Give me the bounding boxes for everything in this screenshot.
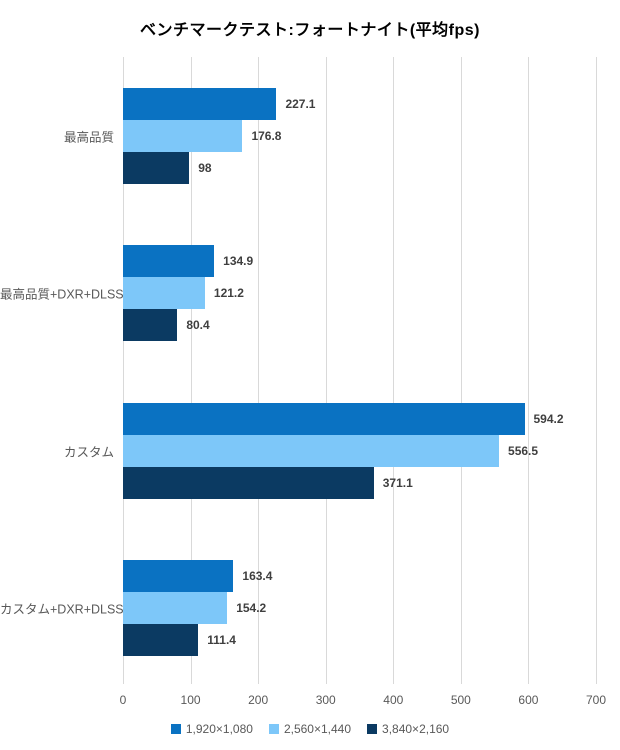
legend-swatch bbox=[367, 724, 378, 734]
category-label: カスタム bbox=[63, 445, 114, 460]
bar bbox=[123, 466, 374, 499]
bar-value-label: 163.4 bbox=[242, 569, 273, 584]
bar bbox=[123, 87, 277, 120]
bar bbox=[123, 119, 243, 152]
x-tick-label: 100 bbox=[180, 693, 201, 707]
gridline bbox=[190, 57, 192, 684]
chart-title: ベンチマークテスト:フォートナイト(平均fps) bbox=[140, 22, 480, 39]
legend: 1,920×1,080 2,560×1,440 3,840×2,160 bbox=[0, 722, 620, 736]
category-label: 最高品質 bbox=[63, 130, 114, 145]
legend-swatch bbox=[268, 724, 279, 734]
bar-value-label: 134.9 bbox=[223, 254, 254, 269]
gridline bbox=[460, 57, 462, 684]
bar-value-label: 98 bbox=[198, 160, 212, 175]
bar-value-label: 176.8 bbox=[251, 128, 282, 143]
x-tick-label: 600 bbox=[518, 693, 539, 707]
gridline bbox=[528, 57, 530, 684]
gridline bbox=[258, 57, 260, 684]
bar bbox=[123, 245, 215, 278]
legend-swatch bbox=[170, 724, 181, 734]
bar-value-label: 556.5 bbox=[508, 443, 539, 458]
gridline bbox=[596, 57, 597, 684]
bar-value-label: 111.4 bbox=[207, 633, 236, 648]
legend-label: 3,840×2,160 bbox=[382, 722, 450, 736]
bar-value-label: 80.4 bbox=[186, 318, 210, 333]
bar bbox=[123, 151, 190, 184]
x-tick-label: 500 bbox=[450, 693, 471, 707]
bar-value-label: 121.2 bbox=[213, 286, 244, 301]
legend-item: 2,560×1,440 bbox=[268, 722, 352, 736]
legend-label: 1,920×1,080 bbox=[185, 722, 253, 736]
x-tick-label: 0 bbox=[119, 693, 127, 707]
category-label: カスタム+DXR+DLSS bbox=[0, 602, 124, 617]
bar bbox=[123, 277, 205, 310]
x-tick-label: 300 bbox=[315, 693, 336, 707]
gridline bbox=[123, 57, 124, 684]
bar-value-label: 371.1 bbox=[382, 475, 413, 490]
gridline bbox=[325, 57, 327, 684]
bar bbox=[123, 434, 500, 467]
legend-item: 3,840×2,160 bbox=[367, 722, 449, 736]
category-label: 最高品質+DXR+DLSS bbox=[0, 287, 124, 302]
x-tick-label: 700 bbox=[585, 693, 607, 707]
bar-value-label: 154.2 bbox=[236, 601, 267, 616]
bar-value-label: 594.2 bbox=[533, 411, 564, 426]
bar bbox=[123, 624, 199, 657]
x-tick-label: 200 bbox=[248, 693, 269, 707]
bar-value-label: 227.1 bbox=[285, 96, 316, 111]
bar bbox=[123, 592, 228, 625]
legend-label: 2,560×1,440 bbox=[283, 722, 352, 736]
bar bbox=[123, 309, 178, 342]
gridline bbox=[393, 57, 395, 684]
legend-item: 1,920×1,080 bbox=[170, 722, 253, 736]
bar bbox=[123, 560, 234, 593]
bar bbox=[123, 402, 525, 435]
x-tick-label: 400 bbox=[383, 693, 404, 707]
